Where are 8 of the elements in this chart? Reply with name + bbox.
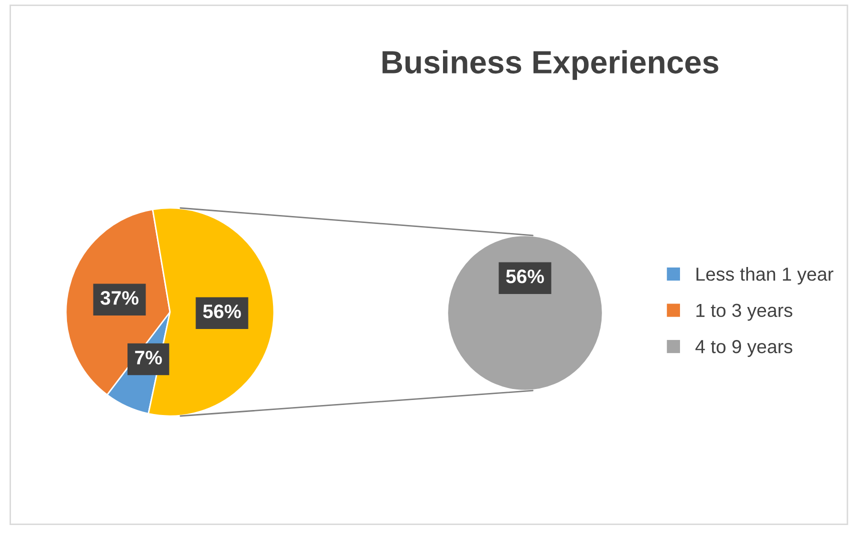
legend-label: 4 to 9 years (695, 340, 792, 357)
legend-label: Less than 1 year (696, 267, 834, 285)
data-label: 56% (506, 270, 544, 284)
data-label: 56% (203, 304, 241, 318)
data-label: 37% (100, 291, 138, 305)
data-label: 7% (135, 350, 162, 364)
chart-title: Business Experiences (382, 50, 718, 80)
legend-label: 1 to 3 years (696, 304, 792, 321)
